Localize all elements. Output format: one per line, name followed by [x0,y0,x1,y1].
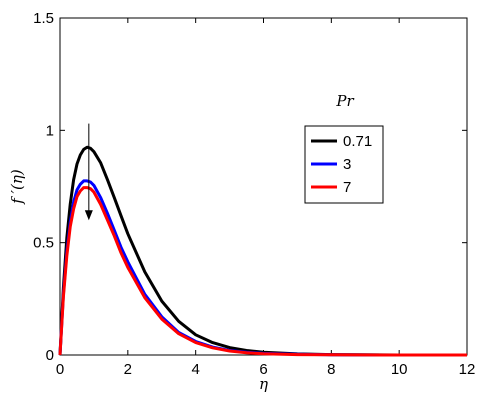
x-axis-label: η [259,375,268,393]
legend-title: Pr [335,92,354,110]
x-tick-label: 0 [56,361,64,378]
y-tick-label: 0.5 [33,235,54,252]
y-tick-label: 0 [46,347,54,364]
legend-entry-label: 3 [343,156,351,173]
x-axis-ticks: 0 2 4 6 8 10 12 [56,18,476,378]
series-line-2 [58,186,467,357]
x-tick-label: 8 [327,361,335,378]
y-axis-ticks: 0 0.5 1 1.5 [33,10,467,364]
x-tick-label: 2 [124,361,132,378]
annotations [84,123,93,221]
x-tick-label: 4 [191,361,199,378]
y-tick-label: 1 [46,122,54,139]
y-tick-label: 1.5 [33,10,54,27]
legend-entry-label: 0.71 [343,133,372,150]
x-tick-label: 12 [459,361,476,378]
y-axis-label: f ′(η) [8,169,26,205]
legend: 0.71 3 7 [304,125,384,204]
series-lines [58,145,467,357]
arrow-head-icon [84,210,93,221]
x-tick-label: 10 [391,361,408,378]
plot-area [59,17,468,356]
x-tick-label: 6 [259,361,267,378]
legend-entry-label: 7 [343,179,351,196]
